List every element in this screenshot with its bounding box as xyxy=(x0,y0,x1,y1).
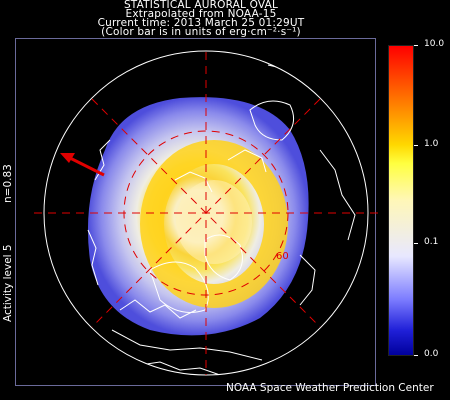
colorbar-tick-label: 1.0 xyxy=(424,139,439,149)
current-time: Current time: 2013 March 25 01:29UT xyxy=(97,17,305,29)
oval-center xyxy=(176,180,252,264)
map-frame xyxy=(15,38,376,386)
latitude-label: 60 xyxy=(276,251,289,262)
colorbar-tick xyxy=(414,45,418,46)
colorbar-tick xyxy=(414,243,418,244)
n-value-label: n=0.83 xyxy=(2,164,14,203)
auroral-oval xyxy=(140,140,288,308)
colorbar-units: (Color bar is in units of erg·cm⁻²·s⁻¹) xyxy=(101,26,301,38)
activity-level-label: Activity level 5 xyxy=(2,244,14,322)
colorbar-tick-label: 0.0 xyxy=(424,349,439,359)
credit-text: NOAA Space Weather Prediction Center xyxy=(226,382,434,394)
colorbar xyxy=(388,45,414,356)
colorbar-tick-label: 10.0 xyxy=(424,39,445,49)
colorbar-tick xyxy=(414,355,418,356)
colorbar-tick xyxy=(414,145,418,146)
subtitle-source: Extrapolated from NOAA-15 xyxy=(125,8,277,20)
title-line: STATISTICAL AURORAL OVAL xyxy=(123,0,279,11)
colorbar-tick-label: 0.1 xyxy=(424,237,439,247)
sun-direction-arrow xyxy=(60,153,105,177)
lat-lon-grid xyxy=(34,52,378,375)
